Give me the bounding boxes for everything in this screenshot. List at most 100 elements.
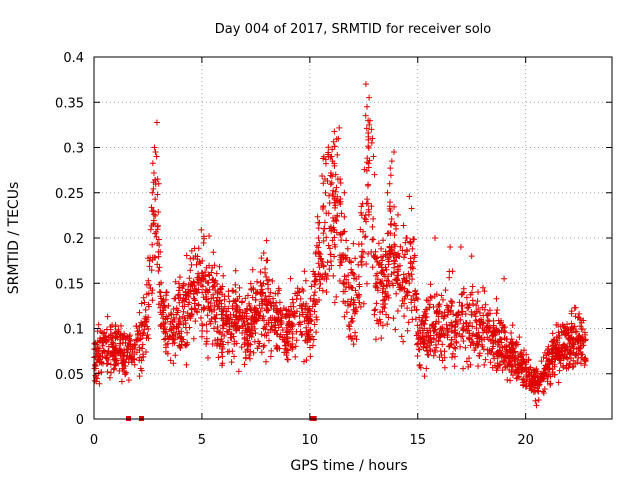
data-point bbox=[423, 347, 430, 354]
data-point bbox=[446, 343, 453, 350]
data-point bbox=[526, 373, 533, 380]
data-point bbox=[304, 332, 311, 339]
data-point bbox=[491, 355, 498, 362]
data-point bbox=[558, 352, 565, 359]
data-point bbox=[328, 153, 335, 160]
data-point bbox=[303, 328, 310, 335]
data-point bbox=[290, 299, 297, 306]
data-point bbox=[191, 245, 198, 252]
data-point bbox=[123, 335, 130, 342]
data-point bbox=[126, 341, 133, 348]
data-point bbox=[569, 323, 576, 330]
data-point bbox=[205, 271, 212, 278]
data-point bbox=[276, 299, 283, 306]
data-point bbox=[294, 285, 301, 292]
data-point bbox=[321, 175, 328, 182]
data-point bbox=[202, 278, 209, 285]
data-point bbox=[560, 341, 567, 348]
data-point bbox=[431, 347, 438, 354]
data-point bbox=[526, 366, 533, 373]
data-point bbox=[341, 213, 348, 220]
data-point bbox=[291, 313, 298, 320]
y-tick-label: 0.35 bbox=[55, 96, 84, 111]
data-point bbox=[150, 185, 157, 192]
data-point bbox=[563, 362, 570, 369]
data-point bbox=[142, 306, 149, 313]
data-point bbox=[313, 329, 320, 336]
data-point bbox=[560, 323, 567, 330]
data-point bbox=[432, 326, 439, 333]
data-point bbox=[407, 259, 414, 266]
data-point bbox=[234, 304, 241, 311]
data-point bbox=[293, 296, 300, 303]
data-point bbox=[547, 380, 554, 387]
data-point bbox=[111, 330, 118, 337]
data-point bbox=[463, 319, 470, 326]
data-point bbox=[486, 324, 493, 331]
data-point bbox=[322, 189, 329, 196]
data-point bbox=[212, 315, 219, 322]
data-point bbox=[475, 306, 482, 313]
data-point bbox=[140, 329, 147, 336]
data-point bbox=[129, 352, 136, 359]
data-point bbox=[311, 308, 318, 315]
data-point bbox=[343, 309, 350, 316]
data-point bbox=[327, 251, 334, 258]
data-point bbox=[465, 363, 472, 370]
data-point bbox=[136, 323, 143, 330]
data-point bbox=[238, 344, 245, 351]
data-point bbox=[216, 305, 223, 312]
data-point bbox=[244, 346, 251, 353]
data-point bbox=[249, 266, 256, 273]
data-point bbox=[372, 306, 379, 313]
data-point bbox=[241, 341, 248, 348]
data-point bbox=[274, 290, 281, 297]
data-point bbox=[405, 319, 412, 326]
data-point bbox=[334, 151, 341, 158]
data-point bbox=[370, 153, 377, 160]
data-point bbox=[255, 343, 262, 350]
data-point bbox=[361, 215, 368, 222]
data-point bbox=[394, 211, 401, 218]
data-point bbox=[348, 319, 355, 326]
data-point bbox=[264, 257, 271, 264]
data-point bbox=[136, 354, 143, 361]
data-point bbox=[372, 272, 379, 279]
data-point bbox=[397, 243, 404, 250]
data-point bbox=[487, 359, 494, 366]
data-point bbox=[234, 315, 241, 322]
data-point bbox=[241, 361, 248, 368]
data-point bbox=[399, 247, 406, 254]
data-point bbox=[465, 323, 472, 330]
data-point bbox=[203, 338, 210, 345]
x-tick-label: 5 bbox=[198, 433, 206, 448]
data-point bbox=[391, 149, 398, 156]
data-point bbox=[137, 335, 144, 342]
data-point bbox=[113, 355, 120, 362]
data-point bbox=[358, 209, 365, 216]
data-point bbox=[276, 287, 283, 294]
data-point bbox=[330, 224, 337, 231]
data-point bbox=[400, 222, 407, 229]
data-point bbox=[462, 311, 469, 317]
data-point bbox=[392, 258, 399, 265]
data-point bbox=[473, 325, 480, 332]
data-point bbox=[429, 321, 436, 328]
data-point bbox=[330, 272, 337, 279]
data-point bbox=[320, 263, 327, 270]
data-point bbox=[315, 219, 322, 226]
data-point bbox=[474, 341, 481, 348]
data-point bbox=[267, 299, 274, 306]
data-point bbox=[146, 263, 153, 270]
data-point bbox=[365, 160, 372, 167]
data-point bbox=[296, 319, 303, 326]
data-point bbox=[341, 273, 348, 280]
data-point bbox=[249, 313, 256, 320]
data-point bbox=[149, 241, 156, 248]
data-point bbox=[341, 281, 348, 288]
data-point bbox=[261, 269, 268, 276]
data-point bbox=[438, 292, 445, 299]
data-point bbox=[330, 187, 337, 194]
data-point bbox=[292, 290, 299, 297]
data-point bbox=[364, 196, 371, 203]
